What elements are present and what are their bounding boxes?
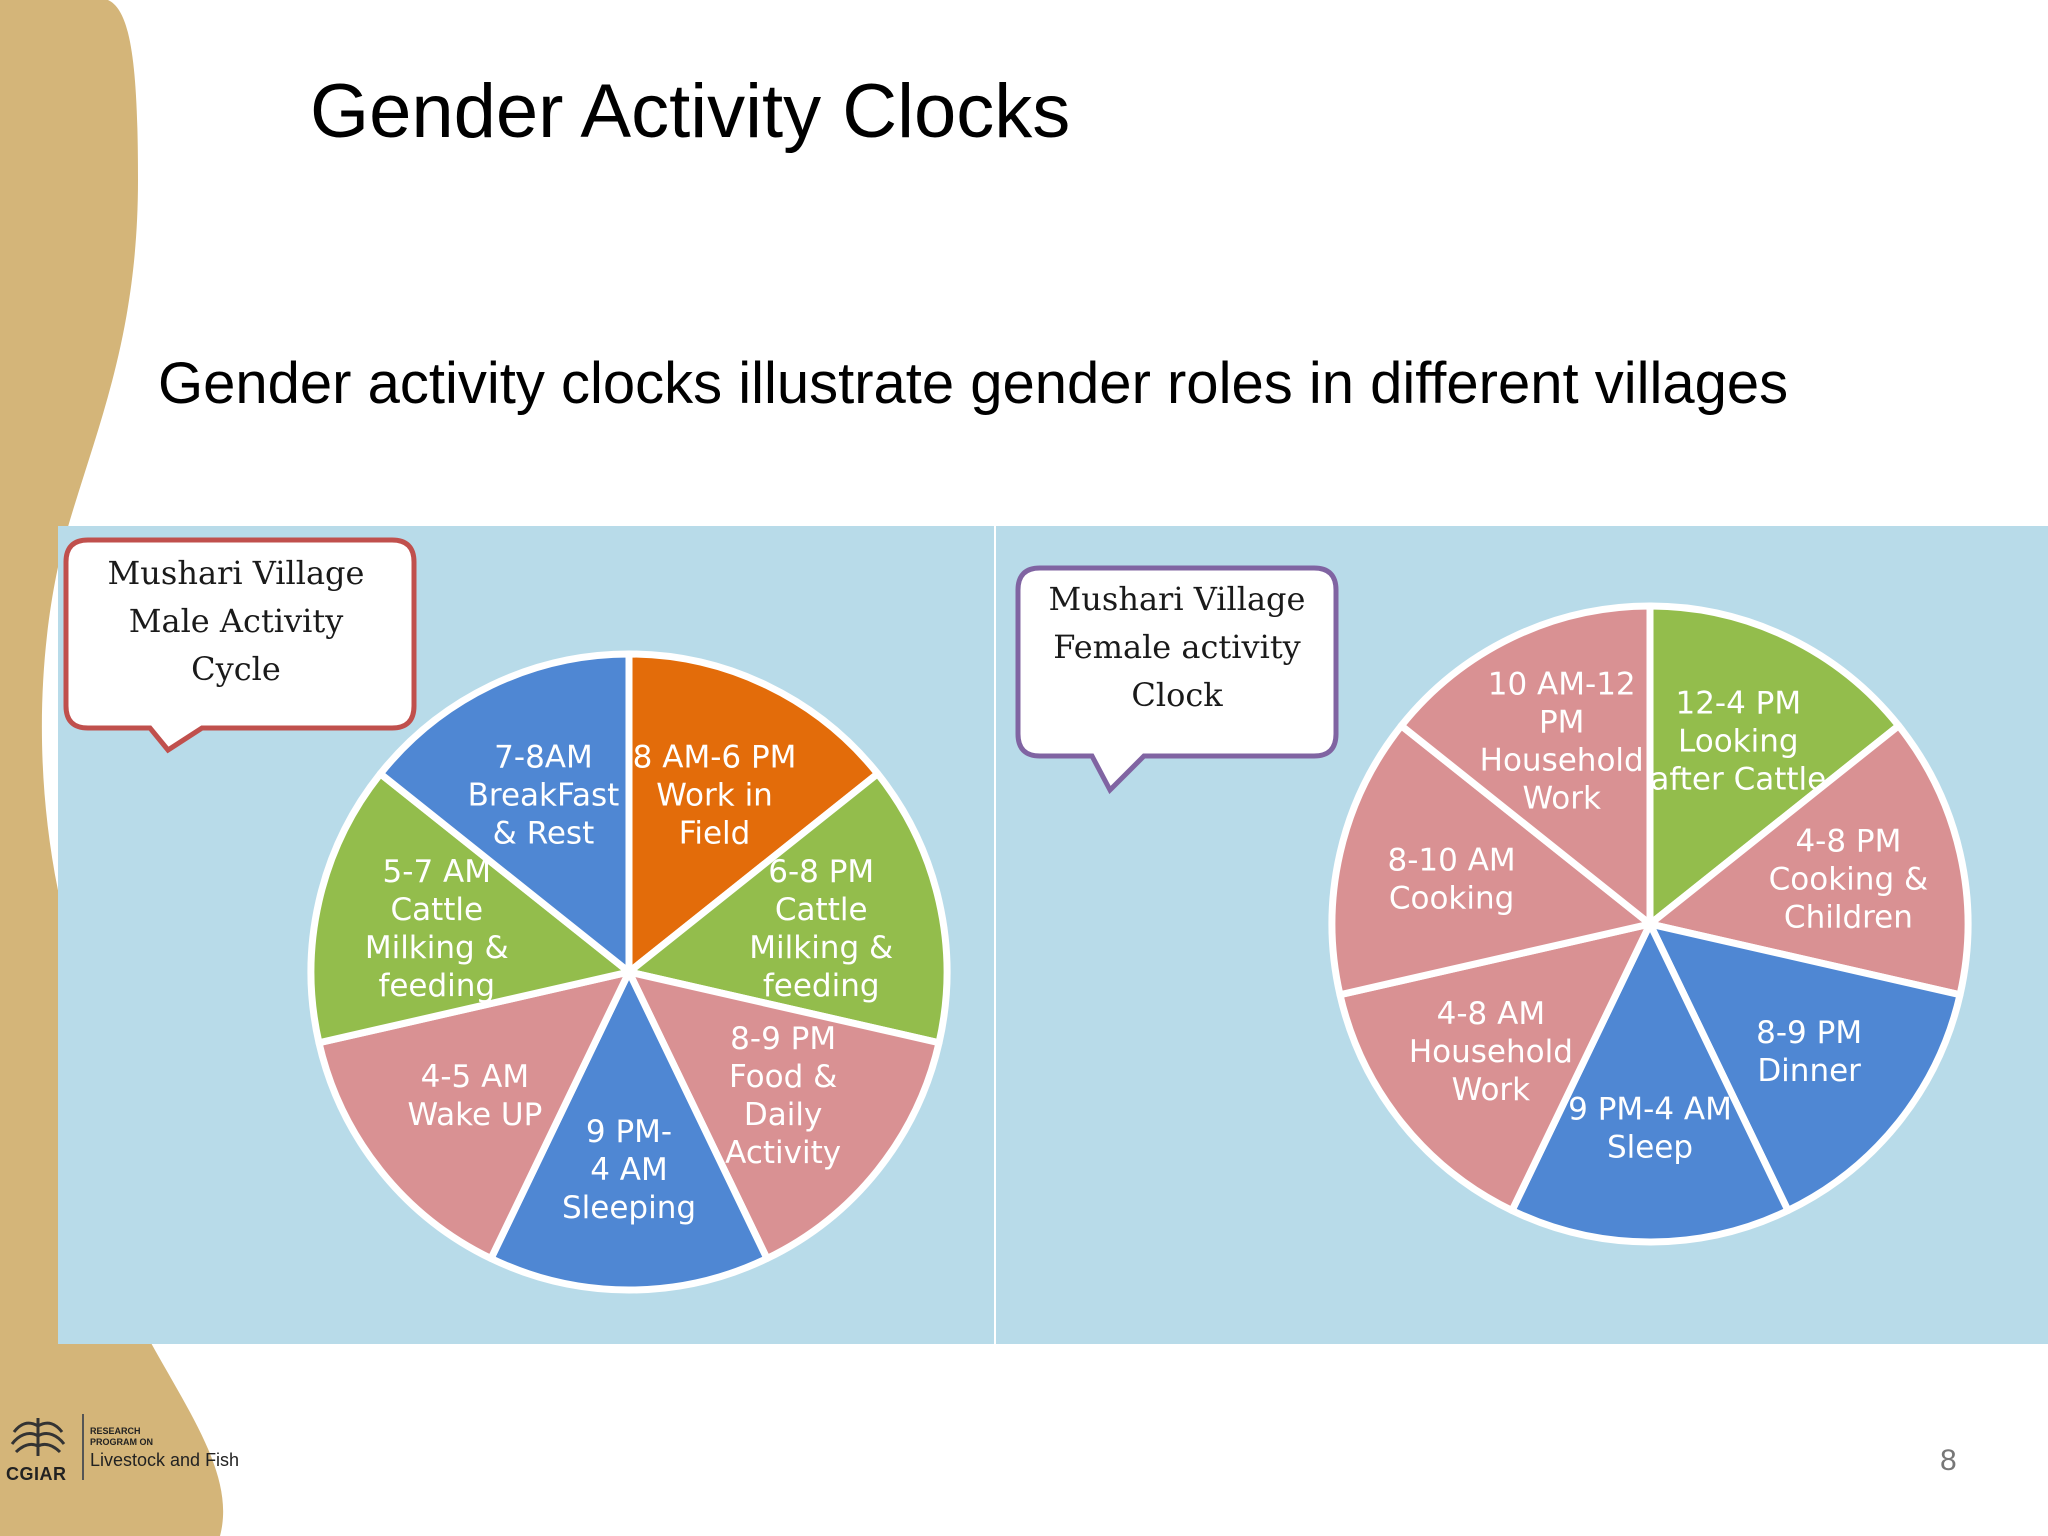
male-pie-slice-1	[625, 770, 951, 1047]
male-slice-label-3: 9 PM-4 AM Sleeping	[562, 1114, 696, 1226]
male-pie-slice-2	[625, 968, 943, 1263]
female-slice-label-6: 10 AM-12 PM Household Work	[1480, 667, 1644, 817]
male-slice-label-0: 8 AM-6 PM Work in Field	[633, 739, 797, 851]
female-slice-label-0: 12-4 PM Looking after Cattle	[1650, 686, 1826, 798]
male-pie-slice-3	[487, 968, 771, 1294]
female-pie-slice-0	[1646, 602, 1903, 928]
male-slice-label-4: 4-5 AM Wake UP	[407, 1059, 542, 1133]
female-slice-label-3: 9 PM-4 AM Sleep	[1568, 1092, 1732, 1166]
slide-title: Gender Activity Clocks	[310, 69, 1071, 154]
cgiar-logo: CGIAR RESEARCH PROGRAM ON Livestock and …	[0, 1408, 260, 1488]
male-callout-text: Mushari Village Male Activity Cycle	[108, 554, 365, 688]
female-callout-bubble	[1015, 565, 1339, 795]
female-pie-slice-4	[1336, 920, 1654, 1215]
female-slice-label-5: 8-10 AM Cooking	[1387, 843, 1515, 917]
female-slice-label-4: 4-8 AM Household Work	[1409, 996, 1573, 1108]
male-pie-slice-0	[625, 650, 882, 976]
male-slice-label-6: 7-8AM BreakFast & Rest	[468, 739, 620, 851]
male-pie-slice-4	[315, 968, 633, 1263]
female-activity-pie-chart: 12-4 PM Looking after Cattle 4-8 PM Cooking …	[1015, 565, 1972, 1246]
male-callout-bubble	[63, 537, 417, 754]
male-pie-slice-5	[307, 770, 633, 1047]
female-slice-label-2: 8-9 PM Dinner	[1756, 1015, 1862, 1089]
male-slice-label-1: 6-8 PM Cattle Milking & feeding	[749, 854, 893, 1004]
wheat-emblem-icon	[10, 1418, 66, 1456]
slide-subtitle: Gender activity clocks illustrate gender…	[158, 351, 1789, 416]
male-slice-label-5: 5-7 AM Cattle Milking & feeding	[365, 854, 509, 1004]
female-pie-slice-6	[1397, 602, 1654, 928]
female-pie-slice-3	[1508, 920, 1792, 1246]
female-activity-panel: 12-4 PM Looking after Cattle 4-8 PM Cooking …	[996, 526, 2048, 1344]
female-slice-label-1: 4-8 PM Cooking & Children	[1769, 824, 1929, 936]
female-pie-slice-2	[1646, 920, 1964, 1215]
female-pie-slice-1	[1646, 722, 1972, 999]
male-slice-label-2: 8-9 PM Food & Daily Activity	[725, 1021, 841, 1171]
logo-org-name: CGIAR	[6, 1464, 67, 1484]
male-activity-panel: 8 AM-6 PM Work in Field 6-8 PM Cattle Milking…	[58, 526, 994, 1344]
page-number: 8	[1940, 1444, 1957, 1477]
female-pie-slice-5	[1328, 722, 1654, 999]
logo-divider	[82, 1414, 84, 1480]
logo-program-name: Livestock and Fish	[90, 1450, 240, 1470]
female-callout-text: Mushari Village Female activity Clock	[1049, 580, 1306, 714]
logo-small-text: RESEARCH PROGRAM ON	[90, 1426, 153, 1447]
male-pie-slice-6	[376, 650, 633, 976]
